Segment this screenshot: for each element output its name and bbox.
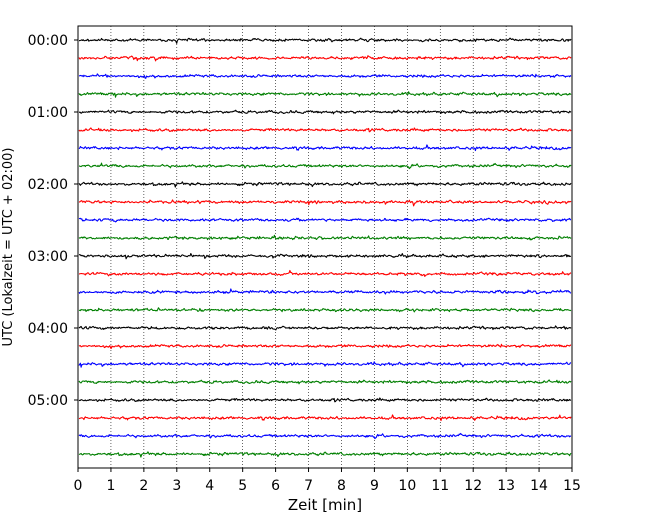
trace-0115 <box>78 127 572 133</box>
y-tick-label-5: 05:00 <box>28 393 68 409</box>
x-tick-label-8: 8 <box>337 478 346 494</box>
x-tick-label-15: 15 <box>563 478 581 494</box>
trace-0230 <box>78 217 572 223</box>
trace-0400 <box>78 325 572 331</box>
x-tick-label-9: 9 <box>370 478 379 494</box>
trace-0445 <box>78 379 572 385</box>
trace-0000 <box>78 37 572 44</box>
x-tick-label-4: 4 <box>205 478 214 494</box>
x-tick-label-2: 2 <box>139 478 148 494</box>
y-tick-label-2: 02:00 <box>28 177 68 193</box>
trace-0200 <box>78 181 572 188</box>
y-tick-label-1: 01:00 <box>28 105 68 121</box>
trace-0015 <box>78 55 572 62</box>
trace-0530 <box>78 432 572 440</box>
trace-0100 <box>78 109 572 115</box>
trace-0130 <box>78 144 572 152</box>
x-tick-label-13: 13 <box>497 478 515 494</box>
x-tick-label-5: 5 <box>238 478 247 494</box>
trace-0245 <box>78 234 572 241</box>
traces <box>78 37 572 458</box>
y-axis-ticks: 00:00 01:00 02:00 03:00 04:00 05:00 <box>28 33 78 409</box>
y-tick-label-4: 04:00 <box>28 321 68 337</box>
grid-lines <box>110 26 540 468</box>
trace-0215 <box>78 199 572 207</box>
trace-0430 <box>78 361 572 368</box>
plot-frame <box>77 25 573 469</box>
y-axis-label: UTC (Lokalzeit = UTC + 02:00) <box>1 148 16 347</box>
trace-0315 <box>78 269 572 277</box>
trace-0030 <box>78 73 572 79</box>
trace-0515 <box>78 414 572 422</box>
x-tick-label-7: 7 <box>304 478 313 494</box>
trace-0145 <box>78 162 572 170</box>
x-tick-label-10: 10 <box>398 478 416 494</box>
trace-0415 <box>78 343 572 349</box>
x-axis-label: Zeit [min] <box>288 496 362 514</box>
trace-0045 <box>78 91 572 98</box>
x-tick-label-1: 1 <box>106 478 115 494</box>
x-tick-label-0: 0 <box>74 478 83 494</box>
trace-0500 <box>78 397 572 403</box>
x-axis-ticks: 0 1 2 3 4 5 6 7 8 9 10 11 12 13 14 15 <box>74 468 581 494</box>
x-tick-label-11: 11 <box>431 478 449 494</box>
x-tick-label-3: 3 <box>172 478 181 494</box>
x-tick-label-14: 14 <box>530 478 548 494</box>
trace-0330 <box>78 288 572 295</box>
y-tick-label-0: 00:00 <box>28 33 68 49</box>
trace-0300 <box>78 252 572 260</box>
y-tick-label-3: 03:00 <box>28 249 68 265</box>
trace-0345 <box>78 307 572 313</box>
x-tick-label-6: 6 <box>271 478 280 494</box>
trace-0545 <box>78 451 572 458</box>
x-tick-label-12: 12 <box>464 478 482 494</box>
